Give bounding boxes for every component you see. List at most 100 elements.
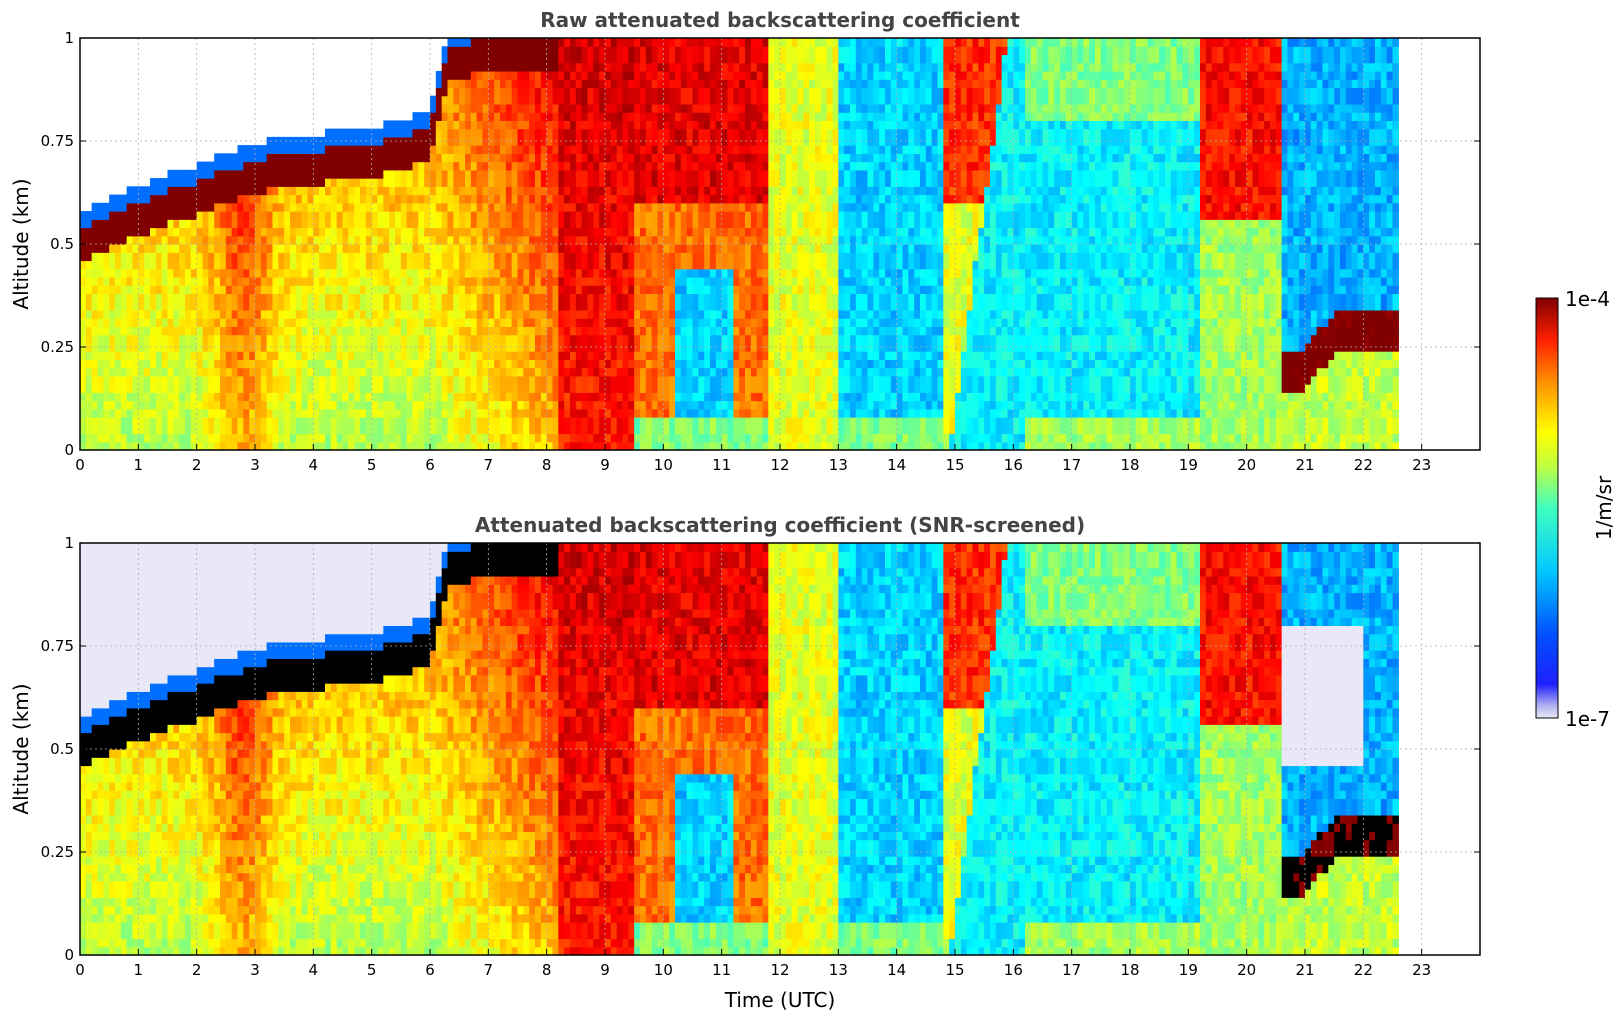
heatmap-cell (273, 425, 279, 434)
heatmap-cell (710, 425, 716, 434)
heatmap-cell (722, 252, 728, 261)
heatmap-cell (547, 434, 553, 443)
heatmap-cell (576, 112, 582, 121)
heatmap-cell (442, 203, 448, 212)
heatmap-cell (360, 392, 366, 401)
heatmap-cell (588, 351, 594, 360)
heatmap-cell (646, 434, 652, 443)
heatmap-cell (733, 79, 739, 88)
heatmap-cell (150, 425, 156, 434)
heatmap-cell (261, 351, 267, 360)
heatmap-cell (407, 285, 413, 294)
heatmap-cell (698, 228, 704, 237)
heatmap-cell (593, 162, 599, 171)
heatmap-cell (162, 260, 168, 269)
heatmap-cell (360, 376, 366, 385)
heatmap-cell (751, 186, 757, 195)
heatmap-cell (168, 384, 174, 393)
heatmap-cell (687, 153, 693, 162)
heatmap-cell (302, 236, 308, 245)
heatmap-cell (529, 195, 535, 204)
heatmap-cell (343, 318, 349, 327)
heatmap-cell (675, 252, 681, 261)
heatmap-cell (570, 252, 576, 261)
heatmap-cell (733, 236, 739, 245)
heatmap-cell (611, 120, 617, 129)
heatmap-cell (226, 252, 232, 261)
heatmap-cell (553, 96, 559, 105)
heatmap-cell (593, 63, 599, 72)
heatmap-cell (623, 302, 629, 311)
heatmap-cell (733, 425, 739, 434)
heatmap-cell (640, 63, 646, 72)
heatmap-cell (197, 417, 203, 426)
heatmap-cell (436, 269, 442, 278)
heatmap-cell (80, 425, 86, 434)
heatmap-cell (92, 260, 98, 269)
heatmap-cell (663, 96, 669, 105)
heatmap-cell (92, 252, 98, 261)
heatmap-cell (360, 244, 366, 253)
heatmap-cell (471, 252, 477, 261)
heatmap-cell (640, 417, 646, 426)
heatmap-cell (331, 211, 337, 220)
heatmap-cell (302, 376, 308, 385)
heatmap-cell (337, 244, 343, 253)
heatmap-cell (127, 310, 133, 319)
heatmap-cell (343, 392, 349, 401)
heatmap-cell (313, 269, 319, 278)
heatmap-cell (436, 351, 442, 360)
heatmap-cell (500, 252, 506, 261)
heatmap-cell (296, 186, 302, 195)
heatmap-cell (343, 335, 349, 344)
heatmap-cell (704, 335, 710, 344)
heatmap-cell (751, 112, 757, 121)
heatmap-cell (623, 211, 629, 220)
heatmap-cell (739, 112, 745, 121)
heatmap-cell (138, 277, 144, 286)
heatmap-cell (733, 252, 739, 261)
heatmap-cell (570, 38, 576, 47)
heatmap-cell (343, 170, 349, 179)
heatmap-cell (675, 434, 681, 443)
heatmap-cell (325, 326, 331, 335)
heatmap-cell (401, 401, 407, 410)
heatmap-cell (681, 96, 687, 105)
heatmap-cell (465, 96, 471, 105)
heatmap-cell (348, 195, 354, 204)
heatmap-cell (407, 153, 413, 162)
heatmap-cell (214, 417, 220, 426)
heatmap-cell (401, 228, 407, 237)
heatmap-cell (535, 228, 541, 237)
heatmap-cell (564, 203, 570, 212)
heatmap-cell (687, 392, 693, 401)
heatmap-cell (395, 326, 401, 335)
heatmap-cell (698, 376, 704, 385)
heatmap-cell (693, 228, 699, 237)
heatmap-cell (325, 318, 331, 327)
heatmap-cell (436, 87, 442, 96)
heatmap-cell (360, 326, 366, 335)
heatmap-cell (226, 260, 232, 269)
heatmap-cell (442, 343, 448, 352)
heatmap-cell (348, 302, 354, 311)
heatmap-cell (372, 260, 378, 269)
heatmap-cell (553, 71, 559, 80)
heatmap-cell (518, 376, 524, 385)
heatmap-cell (623, 252, 629, 261)
heatmap-cell (693, 302, 699, 311)
heatmap-cell (576, 359, 582, 368)
heatmap-cell (477, 359, 483, 368)
heatmap-cell (652, 96, 658, 105)
heatmap-cell (617, 335, 623, 344)
heatmap-cell (372, 409, 378, 418)
heatmap-cell (418, 277, 424, 286)
heatmap-cell (261, 401, 267, 410)
heatmap-cell (745, 219, 751, 228)
heatmap-cell (290, 359, 296, 368)
heatmap-cell (558, 417, 564, 426)
heatmap-cell (681, 269, 687, 278)
heatmap-cell (372, 326, 378, 335)
heatmap-cell (378, 409, 384, 418)
heatmap-cell (103, 376, 109, 385)
